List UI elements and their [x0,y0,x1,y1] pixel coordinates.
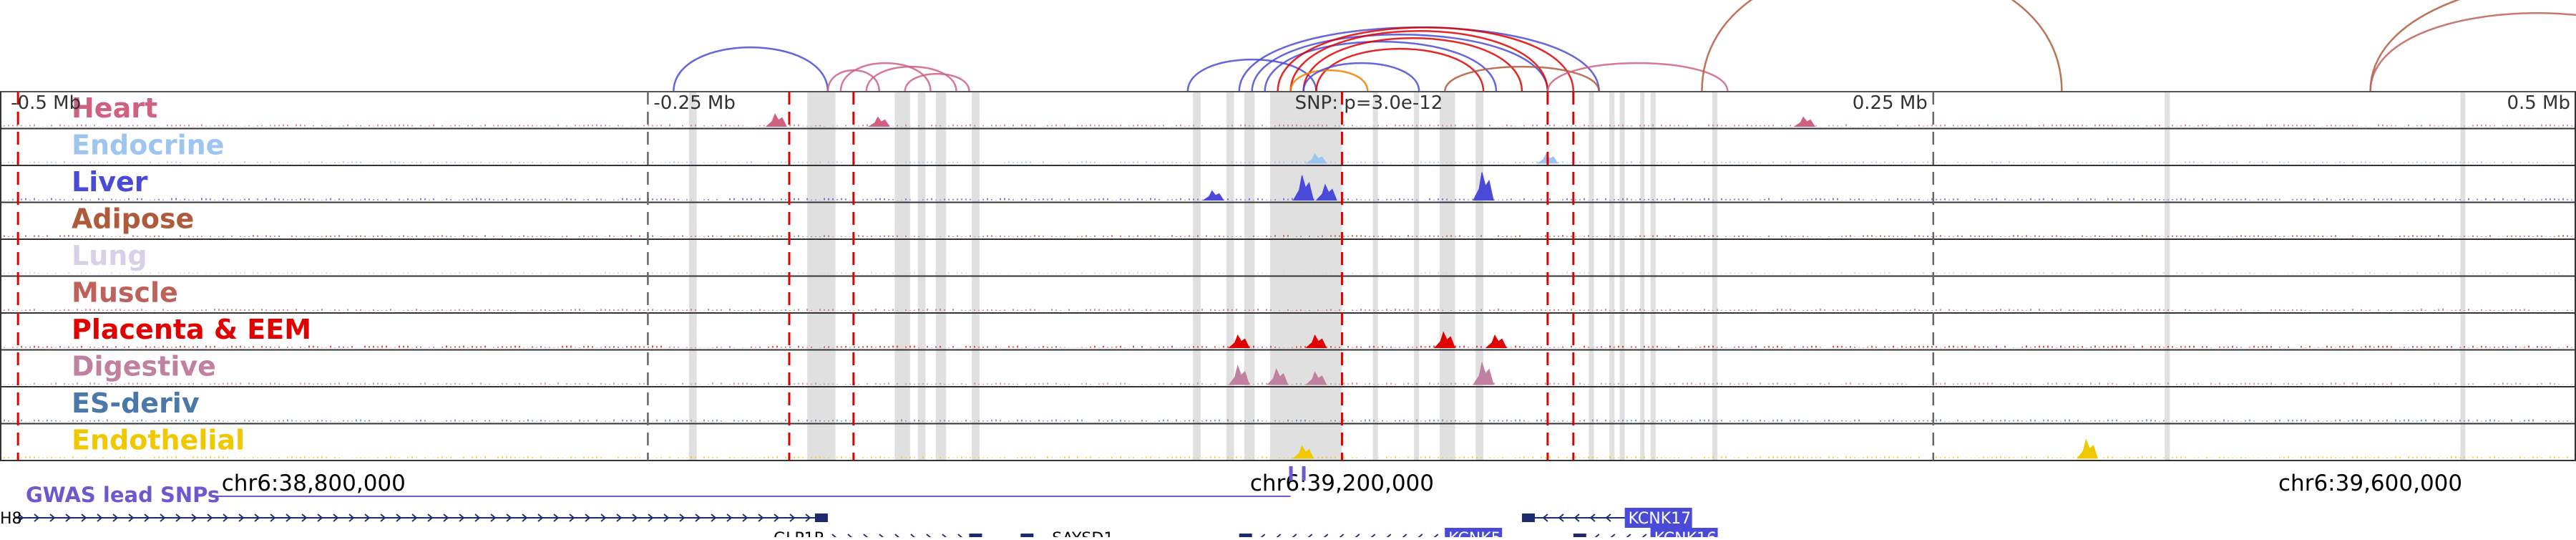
track-signal-baseline [0,419,2572,422]
track-label-adipose: Adipose [72,203,194,235]
signal-peak [1305,371,1327,385]
gene-exon [814,514,828,522]
gene-label-box [1624,508,1692,528]
signal-peak [1228,334,1250,348]
track-label-lung: Lung [72,240,147,271]
chromatin-loops [673,0,2576,92]
gene-strand-arrows [1244,534,1439,540]
gene-strand-arrows [831,534,980,540]
track-label-endocrine: Endocrine [72,130,224,161]
track-signal-baseline [0,161,2572,163]
gwas-track-label: GWAS lead SNPs [26,483,220,507]
signal-peak [1473,361,1494,385]
axis-tick-label: 0.25 Mb [1853,92,1928,114]
track-signal-baseline [0,198,2572,201]
track-label-digestive: Digestive [72,351,216,382]
track-label-endothelial: Endothelial [72,425,245,456]
track-label-muscle: Muscle [72,277,178,309]
chromatin-loop [1302,62,1420,92]
chromatin-loop [865,65,957,92]
signal-peak [1202,190,1224,201]
signal-peak [1315,183,1337,201]
signal-peak [868,116,890,127]
gene-exon [969,534,982,540]
signal-peak [1793,116,1816,127]
gwas-snp-marker [1302,466,1306,481]
chromatin-loop [2369,12,2576,92]
gene-label: KCNK17 [1629,510,1691,528]
chromatin-loop [1443,65,1600,92]
axis-tick-label: -0.5 Mb [11,92,81,114]
gene-annotations: H8 GLP1R SAYSD1 KCNK5 KCNK17 KCNK16 [0,508,1718,540]
gene-exon [1020,534,1034,540]
snp-annotation-label: SNP: p=3.0e-12 [1295,92,1443,114]
signal-peak [1292,175,1314,201]
track-label-es-deriv: ES-deriv [72,387,200,419]
signal-peak [1434,331,1455,348]
gwas-snp-marker [1289,466,1293,481]
axis-tick-label: 0.5 Mb [2507,92,2570,114]
signal-peak [2077,438,2099,459]
gwas-track: GWAS lead SNPs [26,466,1306,507]
signal-peak [1292,445,1314,459]
gene-label: GLP1R [774,530,825,537]
signal-peak [1228,365,1250,385]
track-signal-baseline [0,456,2572,458]
chromatin-loop [904,72,970,92]
genomic-coordinate-label: chr6:39,600,000 [2278,471,2462,496]
signal-peak [1473,172,1494,201]
vertical-marker-lines [16,92,1935,461]
chromatin-loop [839,62,932,92]
track-label-placenta-eem: Placenta & EEM [72,314,311,345]
chromatin-loop [826,69,880,92]
signal-tracks: Heart Endocrine Liver Adipose Lung Muscle Plac… [0,91,2576,461]
chromatin-loop [1264,41,1498,92]
chromatin-loop [1701,0,2063,92]
track-label-liver: Liver [72,166,148,198]
chromatin-loop [2369,0,2461,92]
track-signal-baseline [0,309,2572,311]
signal-peak [1304,153,1327,164]
signal-peak [1305,334,1327,348]
track-signal-baseline [0,382,2572,385]
chromatin-loop [1289,30,1549,92]
genomic-coordinate-label: chr6:38,800,000 [222,471,406,496]
gene-label: KCNK5 [1448,530,1501,537]
chromatin-loop [1546,62,1729,92]
track-signal-baseline [0,235,2572,237]
chromatin-loop [673,46,829,92]
track-label-heart: Heart [72,92,157,124]
chromatin-loop [1251,33,1549,92]
chromatin-loop [1277,26,1575,92]
signal-peak [1267,367,1289,385]
signal-peak [765,112,787,127]
gene-exon [1573,534,1586,540]
gene-label: KCNK16 [1654,530,1717,537]
track-signal-baseline [0,124,2572,127]
axis-tick-label: -0.25 Mb [653,92,735,114]
gene-label: H8 [0,510,22,528]
track-signal-baseline [0,271,2572,274]
gene-strand-arrows [18,514,811,522]
gene-exon [1521,514,1535,522]
axis-ticks: SNP: p=3.0e-12 -0.5 Mb -0.25 Mb 0.25 Mb 0.5… [11,92,2570,114]
signal-peak [1485,334,1507,348]
chromatin-loop [1289,69,1369,92]
gene-exon [1239,534,1252,540]
gene-strand-arrows [1578,534,1647,540]
track-signal-baseline [0,345,2572,348]
genomic-coordinate-label: chr6:39,200,000 [1250,471,1434,496]
gene-label: SAYSD1 [1052,530,1113,537]
genomic-coordinates: chr6:38,800,000 chr6:39,200,000 chr6:39,60… [222,471,2462,496]
